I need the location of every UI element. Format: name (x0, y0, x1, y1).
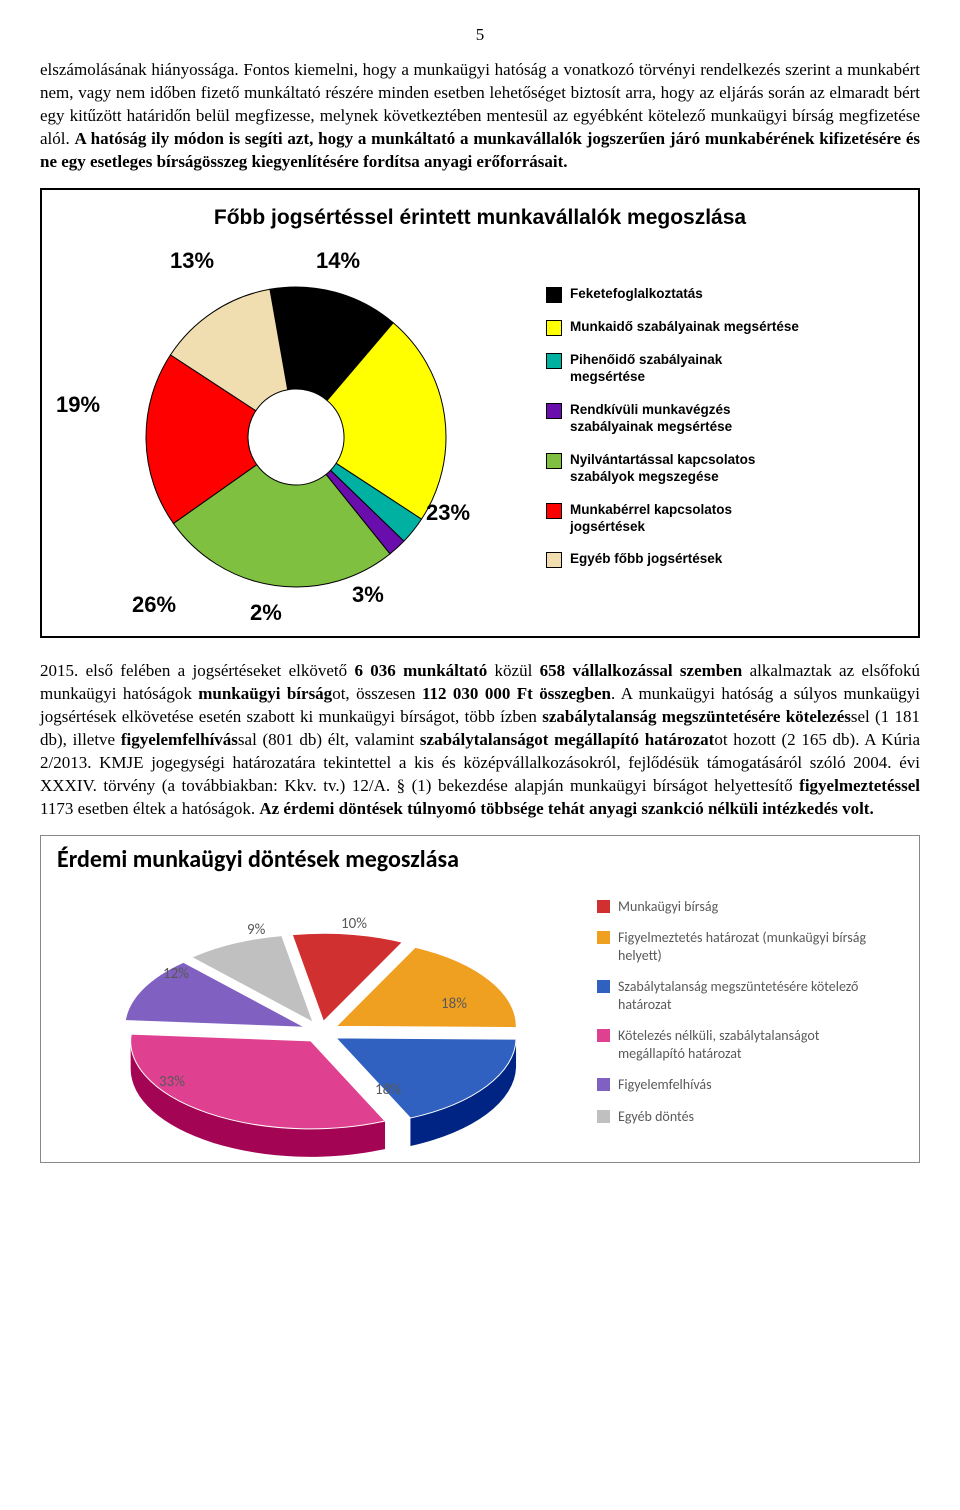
p2-t18: Az érdemi döntések túlnyomó többsége teh… (259, 799, 873, 818)
p2-t12: figyelemfelhívás (121, 730, 238, 749)
legend-label: Feketefoglalkoztatás (570, 286, 703, 303)
legend-label: Figyelemfelhívás (618, 1076, 712, 1094)
legend-item: Rendkívüli munkavégzés szabályainak megs… (546, 402, 800, 436)
legend-item: Egyéb döntés (597, 1108, 878, 1126)
legend-swatch (546, 403, 562, 419)
legend-label: Munkaidő szabályainak megsértése (570, 319, 799, 336)
legend-swatch (597, 1078, 610, 1091)
legend-item: Feketefoglalkoztatás (546, 286, 800, 303)
legend-item: Szabálytalanság megszüntetésére kötelező… (597, 978, 878, 1013)
chart1-row: 14%23%3%2%26%19%13% Feketefoglalkoztatás… (56, 242, 904, 622)
legend-label: Egyéb döntés (618, 1108, 694, 1126)
chart1-donut: 14%23%3%2%26%19%13% (56, 242, 536, 622)
p2-t4: 658 vállalkozással szemben (540, 661, 743, 680)
legend-label: Munkabérrel kapcsolatos jogsértések (570, 502, 800, 536)
chart1-title: Főbb jogsértéssel érintett munkavállalók… (56, 204, 904, 232)
pie3d-pct-label: 33% (159, 1072, 185, 1092)
p2-t13: sal (801 db) élt, valamint (238, 730, 420, 749)
chart2-row: 10% 18% 18% 33% 12% 9% Munkaügyi bírság Figyel… (51, 882, 909, 1162)
chart1-legend: Feketefoglalkoztatás Munkaidő szabályaina… (536, 279, 800, 584)
chart2-title: Érdemi munkaügyi döntések megoszlása (57, 844, 909, 876)
donut-pct-label: 26% (132, 590, 176, 620)
p2-t2: 6 036 munkáltató (354, 661, 487, 680)
p2-t1: 2015. első felében a jogsértéseket elköv… (40, 661, 354, 680)
donut-pct-label: 14% (316, 246, 360, 276)
donut-pct-label: 23% (426, 498, 470, 528)
legend-label: Rendkívüli munkavégzés szabályainak megs… (570, 402, 800, 436)
legend-swatch (546, 453, 562, 469)
legend-label: Pihenőidő szabályainak megsértése (570, 352, 800, 386)
pie3d-pct-label: 12% (163, 964, 189, 984)
p2-t14: szabálytalanságot megállapító határozat (420, 730, 714, 749)
legend-label: Szabálytalanság megszüntetésére kötelező… (618, 978, 878, 1013)
paragraph-2: 2015. első felében a jogsértéseket elköv… (40, 660, 920, 821)
p2-t8: 112 030 000 Ft összegben (422, 684, 611, 703)
legend-label: Munkaügyi bírság (618, 898, 718, 916)
legend-item: Munkaügyi bírság (597, 898, 878, 916)
legend-swatch (597, 931, 610, 944)
legend-swatch (597, 1029, 610, 1042)
chart2-legend: Munkaügyi bírság Figyelmeztetés határozat… (591, 882, 878, 1162)
legend-item: Nyilvántartással kapcsolatos szabályok m… (546, 452, 800, 486)
legend-swatch (546, 503, 562, 519)
donut-pct-label: 13% (170, 246, 214, 276)
pie3d-pct-label: 18% (441, 994, 467, 1014)
legend-swatch (597, 900, 610, 913)
legend-item: Figyelmeztetés határozat (munkaügyi bírs… (597, 929, 878, 964)
page-number: 5 (40, 24, 920, 47)
p1-bold: A hatóság ily módon is segíti azt, hogy … (40, 129, 920, 171)
legend-swatch (546, 353, 562, 369)
legend-item: Egyéb főbb jogsértések (546, 551, 800, 568)
p2-t6: munkaügyi bírság (198, 684, 332, 703)
legend-swatch (546, 320, 562, 336)
pie3d-pct-label: 10% (341, 914, 367, 934)
legend-item: Munkaidő szabályainak megsértése (546, 319, 800, 336)
legend-item: Pihenőidő szabályainak megsértése (546, 352, 800, 386)
legend-item: Figyelemfelhívás (597, 1076, 878, 1094)
legend-swatch (597, 980, 610, 993)
pie3d-pct-label: 9% (247, 920, 265, 940)
paragraph-1: elszámolásának hiányossága. Fontos kieme… (40, 59, 920, 174)
donut-pct-label: 2% (250, 598, 282, 628)
p2-t17: 1173 esetben éltek a hatóságok. (40, 799, 259, 818)
pie3d-pct-label: 18% (375, 1080, 401, 1100)
p2-t10: szabálytalanság megszüntetésére kötelezé… (542, 707, 851, 726)
legend-label: Egyéb főbb jogsértések (570, 551, 722, 568)
donut-pct-label: 3% (352, 580, 384, 610)
donut-pct-label: 19% (56, 390, 100, 420)
legend-item: Kötelezés nélküli, szabálytalanságot meg… (597, 1027, 878, 1062)
legend-label: Nyilvántartással kapcsolatos szabályok m… (570, 452, 800, 486)
chart2-container: Érdemi munkaügyi döntések megoszlása 10%… (40, 835, 920, 1163)
p2-t16: figyelmeztetéssel (799, 776, 920, 795)
legend-label: Kötelezés nélküli, szabálytalanságot meg… (618, 1027, 878, 1062)
legend-swatch (597, 1110, 610, 1123)
legend-item: Munkabérrel kapcsolatos jogsértések (546, 502, 800, 536)
chart1-container: Főbb jogsértéssel érintett munkavállalók… (40, 188, 920, 638)
legend-swatch (546, 552, 562, 568)
chart2-pie: 10% 18% 18% 33% 12% 9% (51, 882, 591, 1162)
p2-t7: ot, összesen (332, 684, 422, 703)
legend-label: Figyelmeztetés határozat (munkaügyi bírs… (618, 929, 878, 964)
p2-t3: közül (487, 661, 539, 680)
legend-swatch (546, 287, 562, 303)
